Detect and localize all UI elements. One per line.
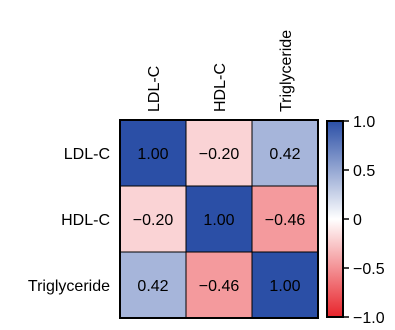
colorbar-ticks: 1.0 0.5 0 −0.5 −1.0 bbox=[343, 114, 385, 327]
cell-value-label: −0.46 bbox=[265, 212, 306, 229]
column-labels: LDL-C HDL-C Triglyceride bbox=[146, 30, 295, 112]
column-label: LDL-C bbox=[146, 66, 163, 112]
row-label: LDL-C bbox=[64, 146, 110, 163]
cell-value-label: 1.00 bbox=[137, 146, 168, 163]
heatmap-cell bbox=[185, 119, 253, 187]
cell-value-label: −0.20 bbox=[133, 212, 174, 229]
heatmap-cells bbox=[119, 119, 319, 319]
colorbar bbox=[326, 120, 344, 318]
colorbar-gradient bbox=[326, 120, 344, 318]
cell-value-label: −0.20 bbox=[199, 146, 240, 163]
row-label: HDL-C bbox=[61, 212, 110, 229]
colorbar-tick-label: −0.5 bbox=[353, 261, 385, 278]
colorbar-tick-label: −1.0 bbox=[353, 310, 385, 327]
heatmap-cell bbox=[119, 185, 187, 253]
column-label: Triglyceride bbox=[278, 30, 295, 112]
row-label: Triglyceride bbox=[28, 278, 110, 295]
cell-value-label: 0.42 bbox=[269, 146, 300, 163]
heatmap-cell bbox=[185, 251, 253, 319]
colorbar-tick-label: 1.0 bbox=[353, 114, 375, 131]
cell-value-label: 1.00 bbox=[203, 212, 234, 229]
colorbar-tick-label: 0.5 bbox=[353, 163, 375, 180]
cell-value-label: −0.46 bbox=[199, 278, 240, 295]
heatmap-cell-labels: 1.00 −0.20 0.42 −0.20 1.00 −0.46 0.42 −0.46 1.00 bbox=[133, 146, 306, 295]
heatmap-frame bbox=[119, 119, 319, 319]
colorbar-tick-label: 0 bbox=[353, 212, 362, 229]
cell-value-label: 1.00 bbox=[269, 278, 300, 295]
heatmap-cell bbox=[251, 185, 319, 253]
row-labels: LDL-C HDL-C Triglyceride bbox=[28, 146, 110, 295]
heatmap-cell bbox=[119, 119, 187, 187]
column-label: HDL-C bbox=[212, 63, 229, 112]
cell-value-label: 0.42 bbox=[137, 278, 168, 295]
